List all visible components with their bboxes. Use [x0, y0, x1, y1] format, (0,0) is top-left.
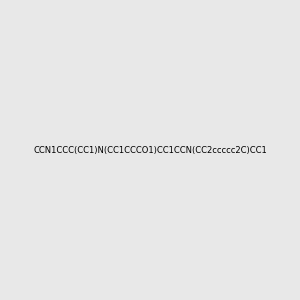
Text: CCN1CCC(CC1)N(CC1CCCO1)CC1CCN(CC2ccccc2C)CC1: CCN1CCC(CC1)N(CC1CCCO1)CC1CCN(CC2ccccc2C…	[33, 146, 267, 154]
